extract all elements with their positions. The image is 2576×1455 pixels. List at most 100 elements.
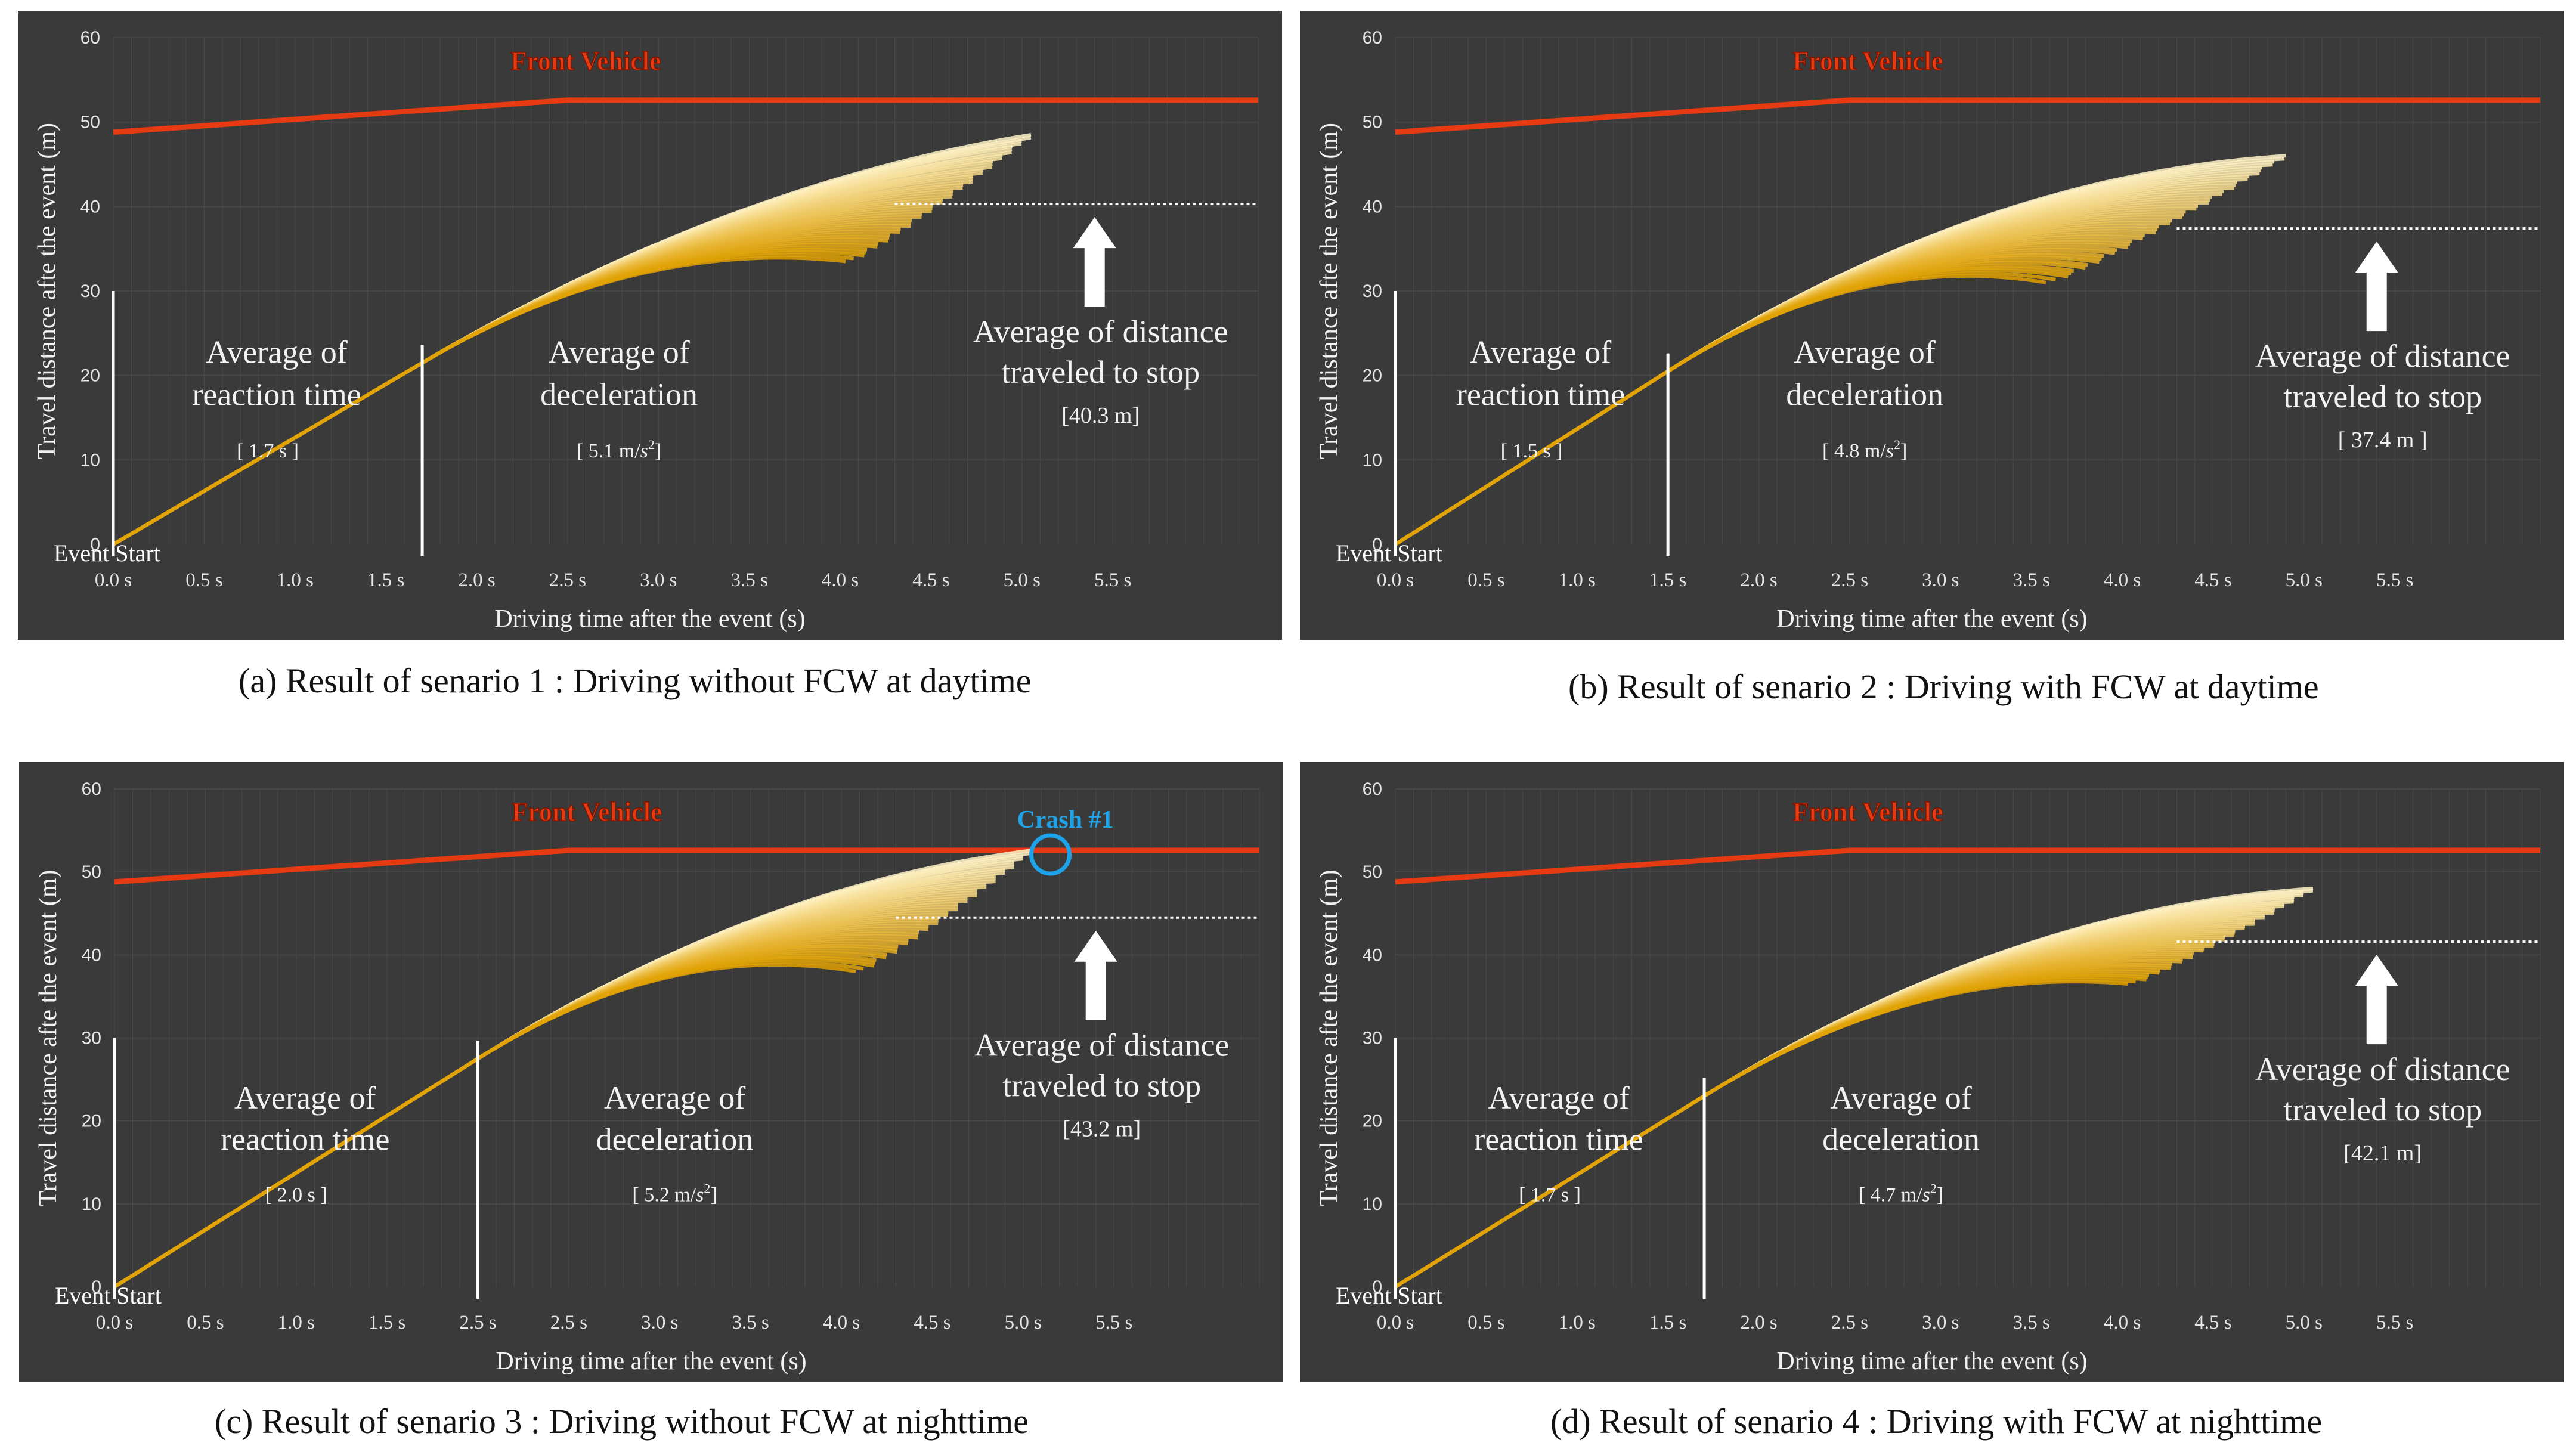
y-tick-label: 30 <box>1363 1029 1382 1048</box>
horizontal-grid <box>113 37 1258 461</box>
y-axis-label: Travel distance afte the event (m) <box>35 869 62 1206</box>
front-vehicle-line <box>1395 97 2540 135</box>
stop-title-1: Average of distance <box>2255 1051 2510 1087</box>
x-tick-labels: 0.0 s 0.5 s 1.0 s 1.5 s 2.0 s 2.5 s 3.0 s 3.5 s… <box>1377 1312 2414 1333</box>
reaction-title-2: reaction time <box>1474 1121 1643 1157</box>
y-tick-label: 40 <box>1363 945 1382 965</box>
x-tick-label: 2.5 s <box>550 1312 587 1333</box>
y-tick-label: 0 <box>1372 535 1382 555</box>
x-tick-label: 3.5 s <box>2012 569 2049 591</box>
y-tick-labels: 0 10 20 30 40 50 60 <box>80 28 100 555</box>
y-tick-label: 60 <box>82 779 101 799</box>
x-tick-label: 2.5 s <box>1831 569 1868 591</box>
y-tick-label: 50 <box>1363 862 1382 882</box>
x-tick-label: 2.5 s <box>459 1312 496 1333</box>
arrow-shaft <box>2366 270 2387 332</box>
stop-title-1: Average of distance <box>973 314 1228 349</box>
chart-background <box>1300 11 2564 640</box>
deceleration-title-1: Average of <box>548 334 689 370</box>
x-tick-label: 4.0 s <box>2104 1312 2141 1333</box>
x-tick-label: 2.5 s <box>1831 1312 1868 1333</box>
x-tick-label: 0.0 s <box>96 1312 133 1333</box>
y-tick-label: 50 <box>80 113 100 132</box>
x-tick-label: 5.0 s <box>2286 569 2323 591</box>
chart-background <box>19 762 1283 1382</box>
y-tick-label: 0 <box>90 535 100 555</box>
reaction-value: [ 1.5 s ] <box>1501 440 1563 462</box>
x-tick-label: 2.0 s <box>1740 569 1777 591</box>
chart-panel-c: 0 10 20 30 40 50 60 0.0 s 0.5 s 1.0 s 1.5 s 2.5 s 2.… <box>19 762 1283 1382</box>
x-tick-label: 2.5 s <box>549 569 586 591</box>
crash-marker <box>1029 833 1072 876</box>
arrow-head <box>1073 217 1116 249</box>
y-tick-label: 20 <box>1363 366 1382 386</box>
y-tick-label: 0 <box>1372 1277 1382 1297</box>
reaction-title-2: reaction time <box>1456 376 1625 412</box>
x-tick-label: 3.5 s <box>732 1312 769 1333</box>
y-tick-label: 60 <box>1363 779 1382 799</box>
deceleration-title-2: deceleration <box>540 376 698 412</box>
arrow-shaft <box>2366 983 2387 1045</box>
reaction-value: [ 2.0 s ] <box>265 1184 327 1206</box>
chart-panel-a: 0 10 20 30 40 50 60 0.0 s 0.5 s 1.0 s 1.5 s 2.0 s 2.… <box>18 11 1282 640</box>
y-tick-labels: 0 10 20 30 40 50 60 <box>1363 779 1382 1297</box>
x-tick-label: 4.0 s <box>822 569 859 591</box>
deceleration-value: [ 4.8 m/s2] <box>1822 437 1907 462</box>
y-tick-label: 10 <box>82 1194 101 1214</box>
chart-svg-b: 0 10 20 30 40 50 60 0.0 s 0.5 s 1.0 s 1.5 s 2.0 s 2.… <box>1300 11 2564 640</box>
stop-value: [ 37.4 m ] <box>2338 428 2428 453</box>
y-tick-label: 20 <box>1363 1112 1382 1131</box>
deceleration-value: [ 5.1 m/s2] <box>577 437 661 462</box>
caption-d: (d) Result of senario 4 : Driving with F… <box>1550 1402 2323 1441</box>
stop-value: [43.2 m] <box>1063 1117 1141 1142</box>
x-tick-label: 3.0 s <box>1922 1312 1959 1333</box>
chart-svg-a: 0 10 20 30 40 50 60 0.0 s 0.5 s 1.0 s 1.5 s 2.0 s 2.… <box>18 11 1282 640</box>
x-tick-label: 0.5 s <box>187 1312 224 1333</box>
x-tick-label: 5.5 s <box>1094 569 1131 591</box>
deceleration-value: [ 4.7 m/s2] <box>1859 1181 1943 1206</box>
stop-title-2: traveled to stop <box>1001 354 1200 390</box>
front-vehicle-line <box>1395 847 2540 885</box>
trajectory-line <box>1394 977 2136 1289</box>
x-tick-label: 4.0 s <box>2104 569 2141 591</box>
trajectory-line <box>113 960 864 1289</box>
front-vehicle-label: Front Vehicle <box>1792 797 1943 826</box>
reaction-title-2: reaction time <box>192 376 361 412</box>
stop-title-2: traveled to stop <box>2283 1092 2482 1128</box>
y-tick-label: 30 <box>82 1029 101 1048</box>
x-tick-label: 0.0 s <box>1377 1312 1414 1333</box>
event-start-label: Event Start <box>54 540 160 566</box>
x-tick-label: 3.0 s <box>640 569 677 591</box>
x-tick-label: 5.0 s <box>2286 1312 2323 1333</box>
chart-background <box>1300 762 2564 1382</box>
caption-a: (a) Result of senario 1 : Driving withou… <box>239 661 1032 700</box>
arrow-shaft <box>1084 246 1105 307</box>
x-tick-label: 4.5 s <box>912 569 949 591</box>
reaction-value: [ 1.7 s ] <box>237 440 299 462</box>
event-start-label: Event Start <box>55 1282 162 1309</box>
x-axis-label: Driving time after the event (s) <box>496 1348 806 1375</box>
deceleration-title-2: deceleration <box>596 1121 754 1157</box>
y-tick-label: 30 <box>80 281 100 301</box>
x-tick-label: 1.0 s <box>278 1312 315 1333</box>
deceleration-title-1: Average of <box>1794 334 1935 370</box>
y-axis-label: Travel distance afte the event (m) <box>1315 123 1343 459</box>
y-tick-label: 40 <box>82 945 101 965</box>
x-tick-label: 1.0 s <box>1559 569 1596 591</box>
caption-c: (c) Result of senario 3 : Driving withou… <box>215 1402 1029 1441</box>
y-tick-label: 60 <box>1363 28 1382 48</box>
deceleration-title-1: Average of <box>1830 1080 1971 1116</box>
x-tick-label: 5.5 s <box>1095 1312 1132 1333</box>
x-tick-label: 0.0 s <box>95 569 132 591</box>
trajectories <box>1394 887 2314 1289</box>
chart-background <box>18 11 1282 640</box>
x-tick-label: 0.0 s <box>1377 569 1414 591</box>
reaction-title-1: Average of <box>206 334 347 370</box>
y-tick-label: 40 <box>1363 197 1382 216</box>
y-tick-labels: 0 10 20 30 40 50 60 <box>1363 28 1382 555</box>
deceleration-title-2: deceleration <box>1786 376 1943 412</box>
event-start-label: Event Start <box>1336 540 1442 566</box>
trajectories <box>112 132 1032 546</box>
arrow-shaft <box>1085 959 1106 1020</box>
x-axis-label: Driving time after the event (s) <box>494 605 805 633</box>
